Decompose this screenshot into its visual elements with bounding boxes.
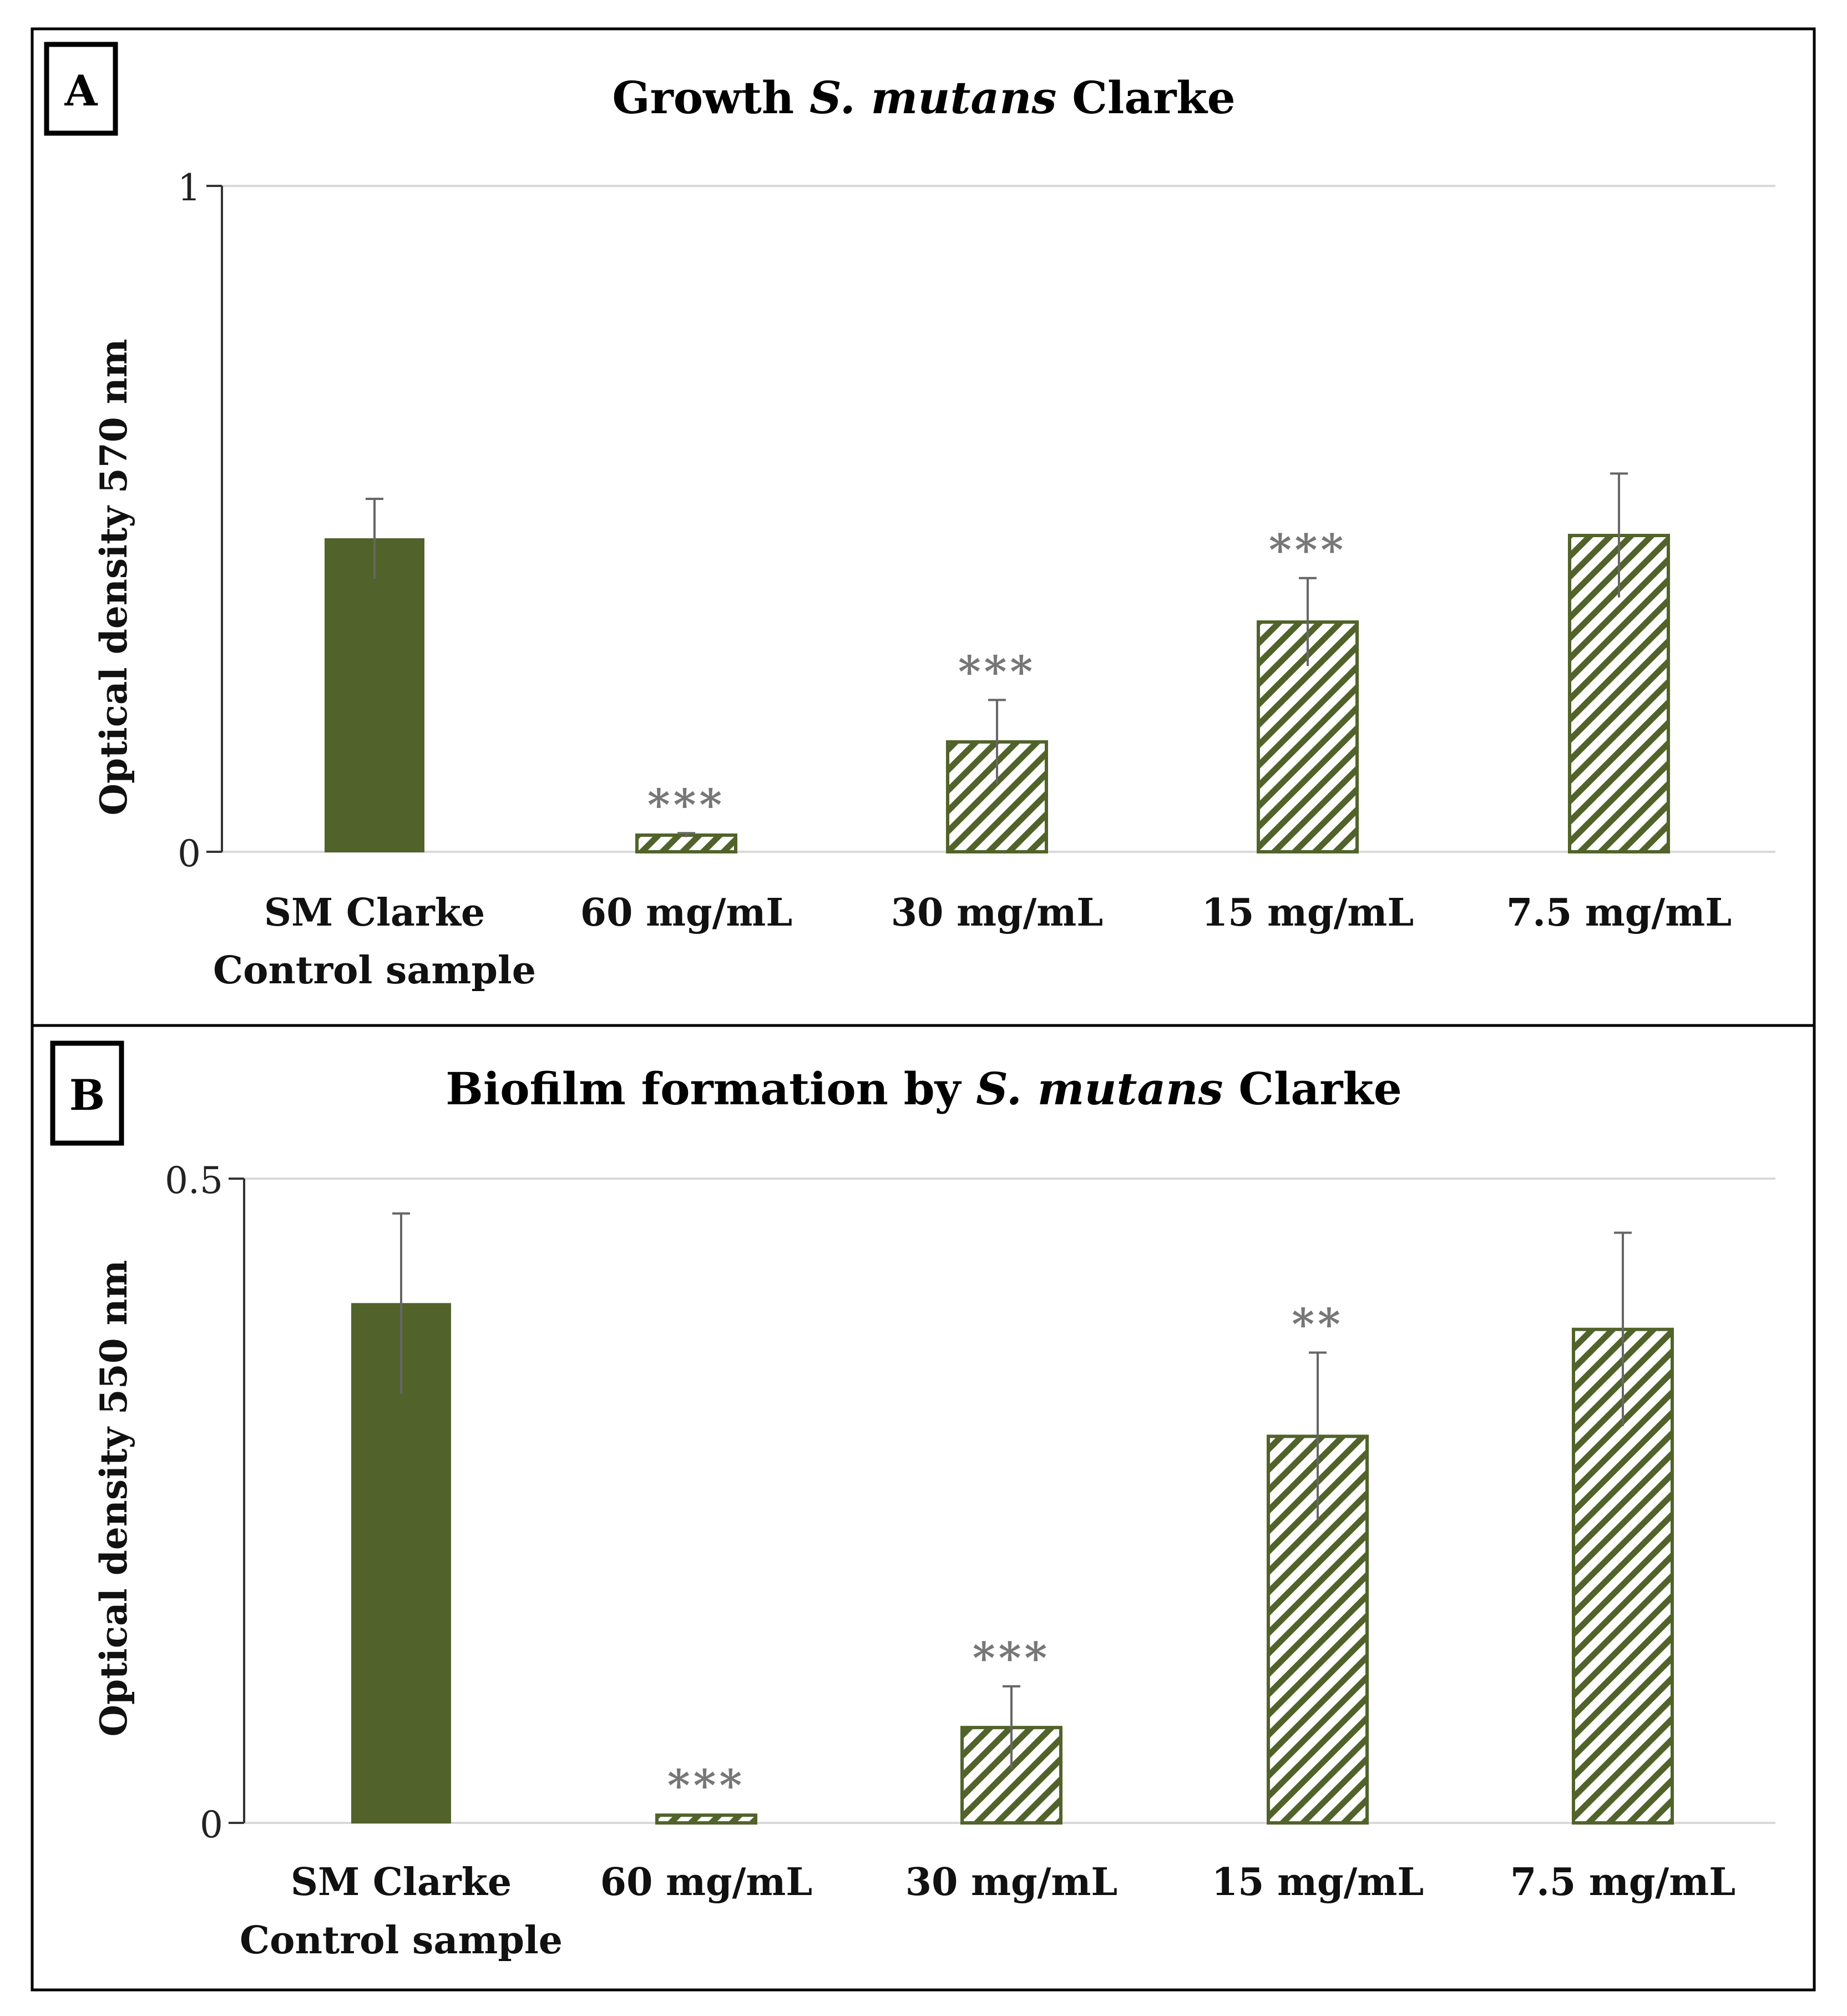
panel-a-category-label: 30 mg/mL <box>891 891 1103 935</box>
panel-a-bar-0 <box>325 538 424 852</box>
panel-b-plot: 0 0.5 SM Clarke Control sample *** 60 mg/mL **… <box>165 1159 1775 1963</box>
panel-b-category-label: Control sample <box>240 1918 563 1963</box>
panel-b-category-label: 15 mg/mL <box>1212 1860 1424 1904</box>
panel-a-significance-2: *** <box>958 646 1036 697</box>
panel-b-y-tick-label: 0 <box>200 1803 223 1846</box>
panel-a-significance-3: *** <box>1269 525 1347 575</box>
panel-b-significance-1: *** <box>667 1761 745 1811</box>
panel-b-category-label: 7.5 mg/mL <box>1510 1860 1735 1904</box>
panel-b-title: Biofilm formation by S. mutans Clarke <box>446 1063 1402 1115</box>
panel-b-frame <box>31 1024 1816 1992</box>
panel-b-category-label: SM Clarke <box>291 1860 512 1904</box>
panel-a-plot: 0 1 SM Clarke Control sample *** 60 mg/mL *** 3… <box>178 166 1775 993</box>
panel-a-y-tick-label: 1 <box>178 166 201 209</box>
panel-b-category-label: 30 mg/mL <box>905 1860 1117 1904</box>
panel-b-significance-3: ** <box>1292 1299 1344 1350</box>
panel-a-significance-1: *** <box>647 780 725 830</box>
panel-a-frame <box>31 27 1816 1027</box>
panel-b-letter: B <box>69 1070 105 1120</box>
panel-a-title: Growth S. mutans Clarke <box>612 72 1235 124</box>
panel-a-category-label: 60 mg/mL <box>580 891 792 935</box>
panel-a: A Growth S. mutans Clarke Optical densit… <box>31 27 1816 1027</box>
panel-b-y-axis-label: Optical density 550 nm <box>92 1260 135 1737</box>
panel-b-significance-2: *** <box>973 1633 1050 1684</box>
panel-a-bar-1 <box>635 833 737 853</box>
panel-b-category-label: 60 mg/mL <box>600 1860 812 1904</box>
panel-a-category-label: Control sample <box>213 948 536 993</box>
panel-a-category-label: 7.5 mg/mL <box>1506 891 1732 935</box>
panel-a-label-box <box>44 42 118 136</box>
panel-a-category-label: SM Clarke <box>264 891 485 935</box>
panel-b-label-box <box>50 1040 124 1146</box>
panel-a-y-tick-label: 0 <box>178 832 201 875</box>
panel-b: B Biofilm formation by S. mutans Clarke … <box>31 1024 1816 1992</box>
panel-b-y-tick-label: 0.5 <box>165 1159 223 1202</box>
panel-a-category-label: 15 mg/mL <box>1202 891 1414 935</box>
panel-a-letter: A <box>64 66 98 115</box>
panel-a-y-axis-label: Optical density 570 nm <box>92 339 135 816</box>
panel-b-bar-1 <box>655 1813 757 1825</box>
